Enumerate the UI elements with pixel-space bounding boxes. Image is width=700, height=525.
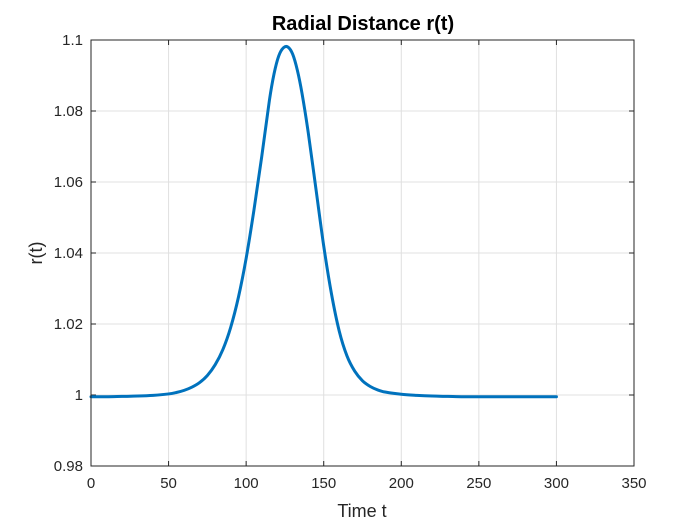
plot-area-border (90, 39, 635, 467)
y-tick-label: 1 (75, 387, 83, 404)
grid (90, 39, 635, 467)
x-tick-label: 150 (311, 475, 336, 492)
x-tick-label: 0 (87, 475, 95, 492)
x-tick-label: 50 (160, 475, 177, 492)
y-axis-label: r(t) (26, 242, 46, 265)
y-tick-label: 1.02 (54, 316, 83, 333)
x-tick-label: 100 (234, 475, 259, 492)
y-tick-label: 0.98 (54, 458, 83, 475)
y-tick-label: 1.06 (54, 174, 83, 191)
x-axis-label: Time t (337, 501, 386, 521)
y-tick-label: 1.08 (54, 103, 83, 120)
x-tick-label: 300 (544, 475, 569, 492)
y-tick-label: 1.04 (54, 245, 83, 262)
y-tick-label: 1.1 (62, 32, 83, 49)
series-layer (89, 44, 558, 399)
x-tick-label: 350 (621, 475, 646, 492)
x-tick-label: 250 (466, 475, 491, 492)
x-tick-label: 200 (389, 475, 414, 492)
chart-title: Radial Distance r(t) (272, 13, 454, 35)
series-line (89, 44, 558, 399)
y-tick-labels: 0.98 1 1.02 1.04 1.06 1.08 1.1 (54, 32, 83, 475)
x-tick-labels: 0 50 100 150 200 250 300 350 (87, 475, 647, 492)
